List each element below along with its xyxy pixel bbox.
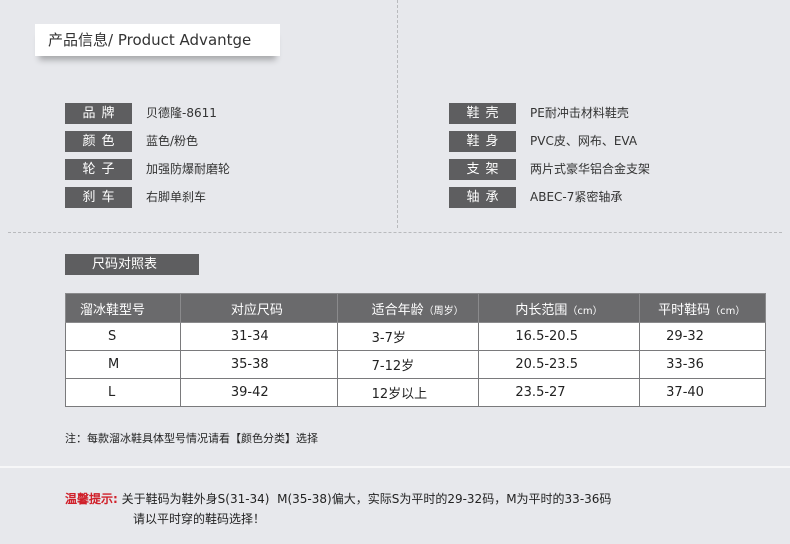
spec-label: 鞋壳	[449, 103, 516, 124]
spec-value: 加强防爆耐磨轮	[146, 162, 231, 176]
table-cell: 20.5-23.5	[478, 350, 641, 379]
tip-line-1: 关于鞋码为鞋外身S(31-34) M(35-38)偏大，实际S为平时的29-32…	[121, 492, 612, 506]
tip-line-2: 请以平时穿的鞋码选择！	[133, 512, 266, 526]
table-cell: 35-38	[179, 350, 338, 379]
column-header: 溜冰鞋型号	[65, 293, 181, 323]
column-header-unit: （cm）	[710, 305, 746, 317]
table-cell: 16.5-20.5	[478, 322, 641, 351]
table-cell: 29-32	[639, 322, 766, 351]
column-header: 平时鞋码（cm）	[639, 293, 766, 323]
column-header: 适合年龄（周岁）	[336, 293, 480, 323]
column-header-unit: （cm）	[567, 305, 603, 317]
spec-value: 右脚单刹车	[146, 190, 207, 204]
table-row: M 35-38 7-12岁 20.5-23.5 33-36	[65, 350, 766, 379]
spec-label: 支架	[449, 159, 516, 180]
table-cell: 3-7岁	[336, 322, 480, 351]
table-cell: S	[65, 322, 181, 351]
table-cell: 7-12岁	[336, 350, 480, 379]
table-header-row: 溜冰鞋型号 对应尺码 适合年龄（周岁） 内长范围（cm） 平时鞋码（cm）	[65, 293, 766, 323]
table-row: L 39-42 12岁以上 23.5-27 37-40	[65, 378, 766, 407]
column-header: 内长范围（cm）	[478, 293, 641, 323]
table-cell: M	[65, 350, 181, 379]
column-header: 对应尺码	[179, 293, 338, 323]
size-chart-title: 尺码对照表	[65, 254, 199, 275]
spec-value: 两片式豪华铝合金支架	[530, 162, 651, 176]
section-title: 产品信息/ Product Advantge	[35, 24, 280, 56]
column-header-unit: （周岁）	[423, 305, 464, 317]
table-cell: L	[65, 378, 181, 407]
spec-label: 鞋身	[449, 131, 516, 152]
column-header-label: 平时鞋码	[658, 302, 711, 318]
tip-label: 温馨提示:	[65, 492, 118, 506]
warm-tip: 温馨提示: 关于鞋码为鞋外身S(31-34) M(35-38)偏大，实际S为平时…	[65, 489, 611, 529]
spec-value: PE耐冲击材料鞋壳	[530, 106, 629, 120]
spec-label: 品牌	[65, 103, 132, 124]
spec-label: 刹车	[65, 187, 132, 208]
column-header-label: 溜冰鞋型号	[80, 302, 146, 318]
column-header-label: 内长范围	[515, 302, 568, 318]
column-header-label: 适合年龄	[371, 302, 424, 318]
spec-value: 贝德隆-8611	[146, 106, 217, 120]
horizontal-divider	[8, 232, 782, 233]
table-cell: 12岁以上	[336, 378, 480, 407]
size-chart-table: 溜冰鞋型号 对应尺码 适合年龄（周岁） 内长范围（cm） 平时鞋码（cm） S 31-34…	[65, 293, 766, 407]
table-cell: 37-40	[639, 378, 766, 407]
table-cell: 23.5-27	[478, 378, 641, 407]
spec-value: PVC皮、网布、EVA	[530, 134, 638, 148]
spec-label: 轮子	[65, 159, 132, 180]
spec-label: 轴承	[449, 187, 516, 208]
table-cell: 33-36	[639, 350, 766, 379]
vertical-divider	[397, 0, 398, 228]
section-divider	[0, 466, 790, 468]
table-cell: 31-34	[179, 322, 338, 351]
column-header-label: 对应尺码	[230, 302, 283, 318]
table-cell: 39-42	[179, 378, 338, 407]
spec-value: 蓝色/粉色	[146, 134, 199, 148]
size-note: 注：每款溜冰鞋具体型号情况请看【颜色分类】选择	[65, 432, 318, 445]
spec-value: ABEC-7紧密轴承	[530, 190, 623, 204]
table-row: S 31-34 3-7岁 16.5-20.5 29-32	[65, 322, 766, 351]
spec-label: 颜色	[65, 131, 132, 152]
